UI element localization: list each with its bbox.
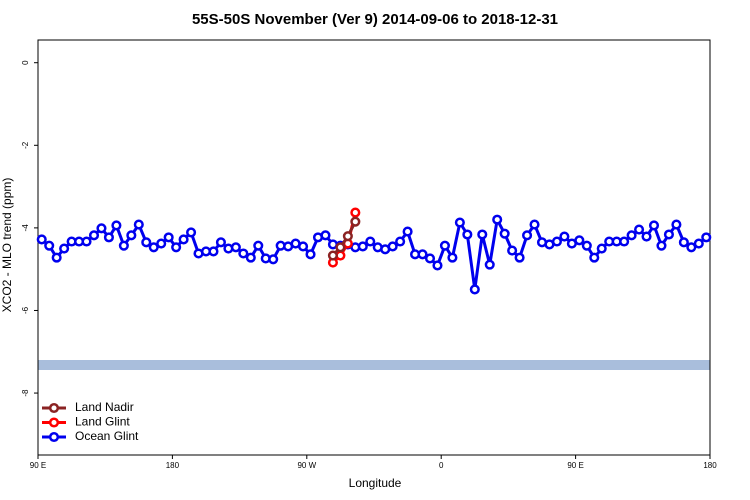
- point: [477, 229, 488, 240]
- x-axis-label: Longitude: [349, 476, 402, 490]
- point: [141, 237, 152, 248]
- point: [350, 207, 361, 218]
- point: [148, 242, 159, 253]
- point: [103, 232, 114, 243]
- y-tick-label: -2: [21, 141, 30, 149]
- point: [156, 238, 167, 249]
- point: [253, 240, 264, 251]
- legend-marker: [48, 431, 60, 443]
- point: [492, 214, 503, 225]
- legend-marker: [48, 402, 60, 414]
- y-tick-label: -8: [21, 389, 30, 397]
- point: [59, 243, 70, 254]
- point: [342, 231, 353, 242]
- point: [327, 250, 338, 261]
- point: [208, 246, 219, 257]
- point: [133, 219, 144, 230]
- point: [701, 232, 712, 243]
- point: [36, 234, 47, 245]
- point: [686, 242, 697, 253]
- point: [671, 219, 682, 230]
- point: [365, 236, 376, 247]
- point: [163, 232, 174, 243]
- x-tick-label: 90 E: [30, 461, 46, 470]
- point: [589, 252, 600, 263]
- point: [574, 235, 585, 246]
- point: [529, 219, 540, 230]
- point: [648, 220, 660, 231]
- point: [387, 241, 398, 252]
- point: [298, 241, 309, 252]
- point: [559, 231, 570, 242]
- point: [245, 252, 256, 263]
- point: [178, 234, 189, 245]
- y-axis-label: XCO2 - MLO trend (ppm): [0, 178, 14, 313]
- point: [424, 253, 436, 264]
- point: [215, 237, 226, 248]
- point: [469, 284, 480, 295]
- point: [81, 236, 92, 247]
- point: [96, 223, 107, 234]
- point: [626, 230, 637, 241]
- point: [484, 259, 495, 270]
- point: [551, 236, 562, 247]
- point: [51, 252, 62, 263]
- x-tick-label: 0: [439, 461, 444, 470]
- chart-title: 55S-50S November (Ver 9) 2014-09-06 to 2…: [192, 11, 558, 28]
- plot-frame: [37, 39, 711, 456]
- point: [462, 229, 473, 240]
- point: [641, 231, 652, 242]
- point: [88, 230, 100, 241]
- point: [514, 252, 525, 263]
- point: [118, 240, 129, 251]
- point: [186, 227, 197, 238]
- point: [507, 245, 518, 256]
- y-tick-label: 0: [21, 60, 30, 65]
- series-line: [40, 215, 708, 290]
- point: [432, 260, 443, 271]
- point: [320, 230, 331, 241]
- point: [417, 249, 428, 260]
- band: [38, 360, 710, 370]
- point: [230, 242, 241, 253]
- point: [395, 236, 406, 247]
- point: [678, 237, 689, 248]
- x-tick-label: 90 W: [297, 461, 316, 470]
- point: [619, 236, 630, 247]
- point: [634, 224, 645, 235]
- point: [522, 230, 533, 241]
- y-tick-label: -6: [21, 306, 30, 314]
- point: [305, 249, 316, 260]
- point: [111, 220, 122, 231]
- point: [499, 228, 510, 239]
- y-tick-label: -4: [21, 224, 30, 232]
- point: [126, 230, 137, 241]
- point: [402, 226, 413, 237]
- point: [268, 254, 279, 265]
- x-tick-label: 180: [166, 461, 180, 470]
- point: [693, 238, 704, 249]
- point: [663, 229, 674, 240]
- point: [447, 252, 458, 263]
- x-tick-label: 180: [703, 461, 717, 470]
- point: [238, 248, 249, 259]
- point: [454, 217, 465, 228]
- point: [335, 242, 346, 253]
- point: [357, 241, 368, 252]
- point: [350, 216, 361, 227]
- series-line: [331, 221, 357, 257]
- point: [171, 242, 182, 253]
- point: [439, 240, 450, 251]
- point: [44, 240, 55, 251]
- x-tick-label: 90 E: [567, 461, 583, 470]
- legend-marker: [48, 417, 60, 428]
- point: [596, 243, 607, 254]
- point: [656, 240, 667, 251]
- legend-label: Land Glint: [75, 415, 130, 429]
- legend-label: Ocean Glint: [75, 429, 139, 443]
- legend-label: Land Nadir: [75, 400, 134, 414]
- point: [581, 240, 592, 251]
